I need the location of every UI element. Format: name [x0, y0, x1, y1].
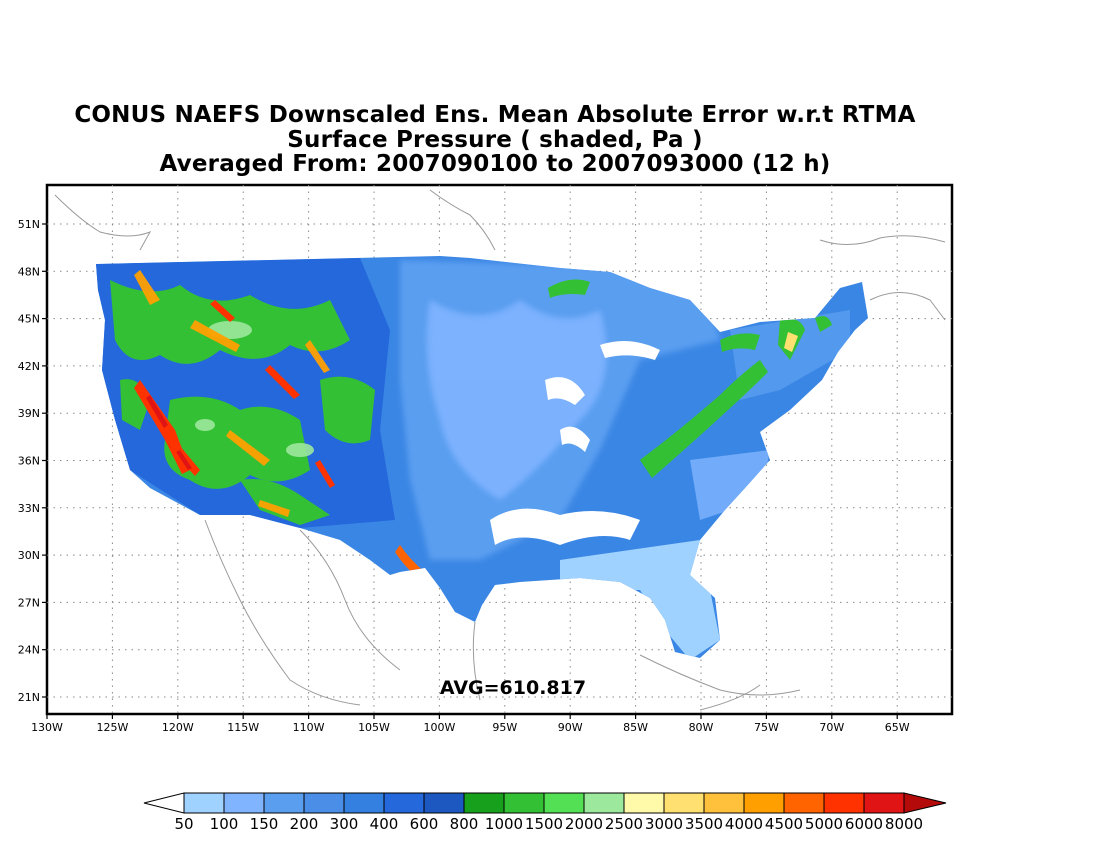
lon-label: 100W [423, 721, 455, 734]
lon-label: 65W [885, 721, 910, 734]
colorbar-label: 200 [290, 815, 319, 833]
lon-label: 80W [689, 721, 714, 734]
lon-label: 105W [358, 721, 390, 734]
title-line-3: Averaged From: 2007090100 to 2007093000 … [159, 151, 831, 177]
colorbar-swatch [583, 792, 625, 814]
coastline-lines [54, 189, 946, 711]
colorbar-label: 8000 [885, 815, 923, 833]
colorbar-label: 1500 [525, 815, 563, 833]
colorbar-right-arrow [903, 792, 947, 814]
title-line-2: Surface Pressure ( shaded, Pa ) [287, 127, 703, 153]
colorbar-label: 600 [410, 815, 439, 833]
lon-label: 120W [162, 721, 194, 734]
colorbar-swatch [463, 792, 505, 814]
lat-label: 30N [18, 549, 40, 562]
colorbar-label: 4500 [765, 815, 803, 833]
colorbar-swatch [503, 792, 545, 814]
colorbar-label: 1000 [485, 815, 523, 833]
lat-label: 27N [18, 596, 40, 609]
colorbar-label: 150 [250, 815, 279, 833]
colorbar-swatch [623, 792, 665, 814]
lon-label: 130W [31, 721, 63, 734]
colorbar-swatch [383, 792, 425, 814]
lat-label: 21N [18, 691, 40, 704]
colorbar-label: 5000 [805, 815, 843, 833]
lat-label: 42N [18, 360, 40, 373]
colorbar-left-arrow [143, 792, 185, 814]
lon-label: 70W [819, 721, 844, 734]
colorbar-label: 6000 [845, 815, 883, 833]
lat-label: 48N [18, 265, 40, 278]
colorbar-swatch [343, 792, 385, 814]
colorbar [143, 792, 947, 814]
colorbar-label: 100 [210, 815, 239, 833]
lat-label: 24N [18, 644, 40, 657]
colorbar-swatch [783, 792, 825, 814]
colorbar-swatch [703, 792, 745, 814]
title-line-1: CONUS NAEFS Downscaled Ens. Mean Absolut… [74, 102, 916, 128]
colorbar-label: 400 [370, 815, 399, 833]
colorbar-label: 2500 [605, 815, 643, 833]
avg-label: AVG=610.817 [440, 677, 586, 699]
colorbar-swatch [183, 792, 225, 814]
lat-label: 45N [18, 313, 40, 326]
colorbar-label: 300 [330, 815, 359, 833]
colorbar-swatch [543, 792, 585, 814]
colorbar-label: 4000 [725, 815, 763, 833]
lat-label: 33N [18, 502, 40, 515]
lon-label: 90W [558, 721, 583, 734]
lon-label: 125W [96, 721, 128, 734]
lon-label: 115W [227, 721, 259, 734]
colorbar-swatch [303, 792, 345, 814]
colorbar-swatch [423, 792, 465, 814]
colorbar-swatch [263, 792, 305, 814]
colorbar-label: 3000 [645, 815, 683, 833]
colorbar-swatch [823, 792, 865, 814]
lon-label: 110W [293, 721, 325, 734]
colorbar-labels: 50 100 150 200 300 400 600 800 1000 1500 2000 2500 3… [174, 815, 923, 833]
colorbar-swatch [223, 792, 265, 814]
colorbar-label: 800 [450, 815, 479, 833]
colorbar-label: 2000 [565, 815, 603, 833]
lon-label: 95W [492, 721, 517, 734]
lat-label: 36N [18, 455, 40, 468]
lon-label: 75W [754, 721, 779, 734]
lat-label: 39N [18, 407, 40, 420]
colorbar-swatch [743, 792, 785, 814]
colorbar-swatch [663, 792, 705, 814]
colorbar-label: 50 [174, 815, 193, 833]
lon-label: 85W [623, 721, 648, 734]
lon-labels: 130W 125W 120W 115W 110W 105W 100W 95W 90W 85W 80W… [31, 721, 910, 734]
colorbar-swatch [863, 792, 905, 814]
lat-labels: 51N 48N 45N 42N 39N 36N 33N 30N 27N 24N 21N [18, 218, 40, 704]
lat-label: 51N [18, 218, 40, 231]
colorbar-label: 3500 [685, 815, 723, 833]
